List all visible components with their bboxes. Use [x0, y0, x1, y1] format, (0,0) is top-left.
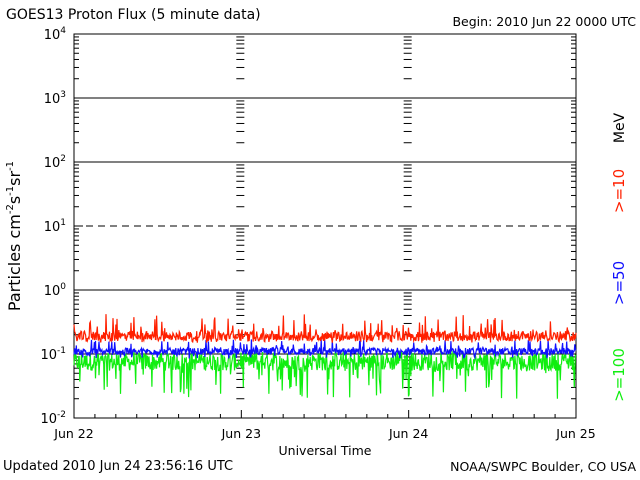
legend-unit-label: MeV [612, 112, 628, 143]
begin-date: Begin: 2010 Jun 22 0000 UTC [452, 14, 636, 29]
x-tick-label: Jun 24 [388, 426, 428, 441]
y-tick-label: 101 [44, 218, 66, 235]
legend-entry: >=10 [610, 169, 628, 213]
credit-text: NOAA/SWPC Boulder, CO USA [450, 459, 636, 474]
updated-timestamp: Updated 2010 Jun 24 23:56:16 UTC [3, 459, 234, 474]
y-axis-label: Particles cm-2s-1sr-1 [5, 161, 24, 311]
y-tick-label: 100 [44, 282, 67, 299]
y-tick-label: 103 [44, 90, 66, 107]
series-line [73, 314, 577, 344]
chart-title: GOES13 Proton Flux (5 minute data) [6, 7, 261, 23]
series-line [73, 339, 577, 360]
series-line [73, 349, 577, 399]
legend-entry: >=50 [610, 261, 628, 305]
x-tick-label: Jun 23 [221, 426, 261, 441]
legend-entry: >=100 [610, 348, 628, 402]
y-tick-label: 10-2 [40, 410, 66, 427]
y-tick-label: 102 [44, 154, 66, 171]
x-tick-label: Jun 22 [53, 426, 93, 441]
x-tick-label: Jun 25 [555, 426, 595, 441]
y-tick-label: 104 [44, 26, 67, 43]
y-tick-label: 10-1 [40, 346, 66, 363]
x-axis-label: Universal Time [279, 443, 372, 458]
